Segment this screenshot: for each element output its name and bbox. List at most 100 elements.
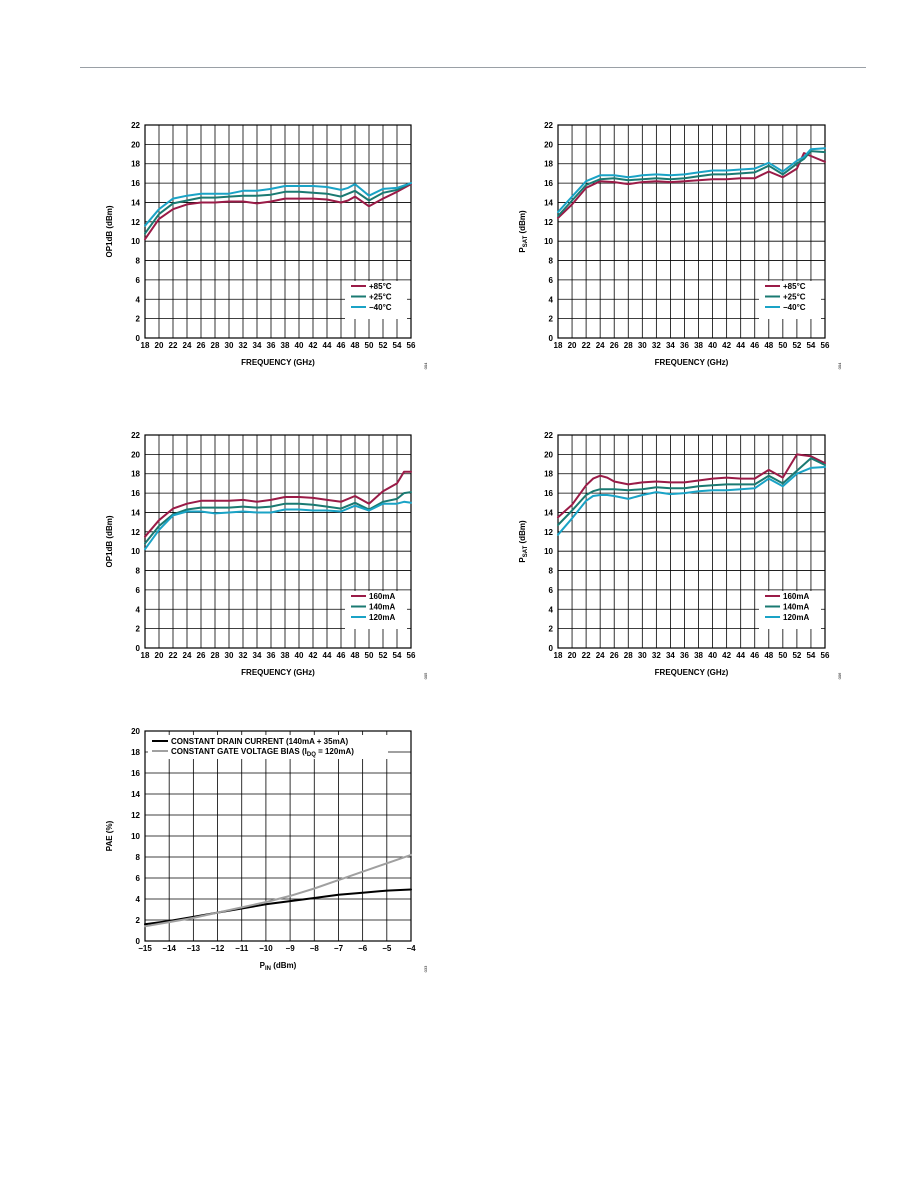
figure-id-group: 033: [423, 965, 428, 972]
x-tick-label: 42: [722, 651, 731, 660]
y-tick-label: 6: [136, 586, 141, 595]
y-tick-label: 0: [549, 644, 554, 653]
x-tick-label: −4: [406, 944, 416, 953]
series-line-3: [144, 500, 412, 551]
y-tick-label: 20: [131, 727, 140, 736]
x-tick-label: 38: [281, 651, 290, 660]
y-tick-label: 16: [131, 769, 140, 778]
legend-label: +25°C: [783, 293, 806, 302]
x-tick-label: 48: [351, 341, 360, 350]
y-tick-label: 8: [136, 853, 141, 862]
x-tick-label: 22: [169, 651, 178, 660]
x-tick-label: 24: [183, 341, 192, 350]
legend-label: 160mA: [783, 592, 809, 601]
plot-frame: [557, 124, 826, 339]
y-tick-label: 16: [544, 179, 553, 188]
x-axis-label-tail: (dBm): [271, 961, 297, 970]
x-tick-label: −15: [138, 944, 152, 953]
x-tick-label: 20: [155, 341, 164, 350]
x-tick-label: 42: [309, 651, 318, 660]
legend-label-tail: = 120mA): [316, 747, 354, 756]
y-axis-label-main: P: [518, 557, 527, 563]
x-tick-label: 24: [596, 651, 605, 660]
y-tick-label: 2: [549, 625, 554, 634]
y-tick-label: 12: [131, 528, 140, 537]
x-tick-label: 54: [806, 341, 815, 350]
x-tick-label: 26: [197, 341, 206, 350]
x-tick-label: 18: [554, 341, 563, 350]
x-tick-label: 42: [722, 341, 731, 350]
x-axis-label: FREQUENCY (GHz): [655, 358, 729, 367]
x-tick-label: 26: [610, 651, 619, 660]
header-rule: [80, 67, 866, 68]
y-tick-label: 8: [136, 567, 141, 576]
y-axis-label-group: PSAT (dBm): [518, 210, 529, 253]
y-tick-label: 0: [136, 644, 141, 653]
y-tick-label: 18: [131, 470, 140, 479]
x-tick-label: 20: [568, 341, 577, 350]
y-tick-label: 16: [131, 179, 140, 188]
x-tick-label: 30: [225, 341, 234, 350]
y-tick-label: 2: [549, 315, 554, 324]
x-tick-label: 32: [239, 651, 248, 660]
y-tick-label: 4: [549, 605, 554, 614]
x-tick-label: 28: [624, 341, 633, 350]
y-axis-label-sub: SAT: [523, 235, 529, 247]
y-axis-label: PAE (%): [105, 820, 114, 851]
x-axis-label: FREQUENCY (GHz): [655, 668, 729, 677]
x-tick-label: 30: [638, 341, 647, 350]
y-tick-label: 14: [544, 508, 553, 517]
plot-frame: [144, 730, 412, 942]
x-tick-label: 38: [694, 341, 703, 350]
y-tick-label: 8: [549, 257, 554, 266]
x-tick-label: 48: [351, 651, 360, 660]
y-axis-label: OP1dB (dBm): [105, 205, 114, 257]
series-line-2: [144, 853, 412, 928]
x-tick-label: 44: [323, 651, 332, 660]
x-tick-label: 28: [211, 651, 220, 660]
x-tick-label: 46: [750, 651, 759, 660]
y-tick-label: 0: [549, 334, 554, 343]
y-axis-label-tail: (dBm): [518, 520, 527, 546]
x-tick-label: 52: [379, 651, 388, 660]
x-tick-label: 52: [379, 341, 388, 350]
x-tick-label: 40: [295, 651, 304, 660]
figure-id-group: 005: [423, 672, 428, 679]
x-tick-label: 20: [568, 651, 577, 660]
legend-box: [345, 281, 407, 319]
y-tick-label: 22: [544, 431, 553, 440]
x-tick-label: 48: [764, 341, 773, 350]
x-tick-label: 24: [596, 341, 605, 350]
series-line-3: [557, 147, 826, 214]
x-tick-label: −6: [358, 944, 368, 953]
y-tick-label: 14: [131, 198, 140, 207]
x-tick-label: 28: [211, 341, 220, 350]
x-tick-label: 18: [554, 651, 563, 660]
x-tick-label: 52: [792, 651, 801, 660]
y-tick-label: 18: [131, 160, 140, 169]
legend-label: CONSTANT GATE VOLTAGE BIAS (IDQ = 120mA): [171, 747, 354, 758]
legend-label-sub: DQ: [307, 752, 316, 758]
chart-2: 18 20 22 24 26 28 30 32 34 36 38 40 42 44 46 48 50 52 54 56…: [518, 121, 842, 369]
x-tick-label: −11: [235, 944, 249, 953]
x-tick-label: 22: [169, 341, 178, 350]
x-tick-label: 46: [337, 341, 346, 350]
x-tick-label: 34: [666, 341, 675, 350]
y-tick-label: 16: [544, 489, 553, 498]
x-tick-label: 30: [638, 651, 647, 660]
legend-label: 140mA: [783, 603, 809, 612]
x-tick-label: 38: [694, 651, 703, 660]
series-line-2: [557, 457, 826, 526]
y-tick-label: 18: [544, 470, 553, 479]
y-tick-label: 4: [136, 605, 141, 614]
legend-label: 120mA: [369, 613, 395, 622]
x-tick-label: 56: [821, 651, 830, 660]
y-axis-label-sub: SAT: [523, 545, 529, 557]
x-tick-label: −9: [286, 944, 296, 953]
x-tick-label: −7: [334, 944, 344, 953]
y-axis-label-group: OP1dB (dBm): [105, 515, 114, 567]
x-tick-label: 56: [407, 341, 416, 350]
y-axis-label-group: PAE (%): [105, 820, 114, 851]
y-tick-label: 16: [131, 489, 140, 498]
